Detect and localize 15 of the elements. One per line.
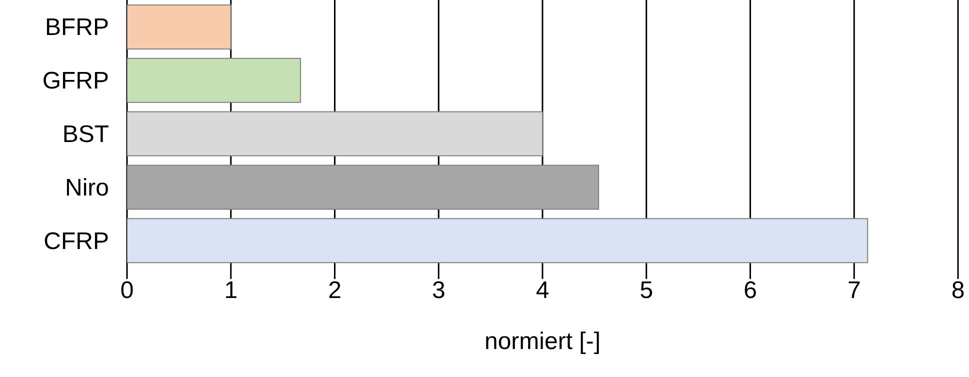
x-tick-label: 4 bbox=[536, 277, 550, 304]
x-axis-title: normiert [-] bbox=[484, 328, 601, 355]
x-tick-label: 8 bbox=[951, 277, 965, 304]
x-tick-label: 1 bbox=[224, 277, 238, 304]
x-tick-label: 5 bbox=[640, 277, 654, 304]
x-tick-label: 6 bbox=[744, 277, 757, 304]
y-tick-label: CFRP bbox=[44, 228, 109, 255]
y-tick-label: Niro bbox=[64, 174, 109, 202]
y-tick-label: GFRP bbox=[42, 68, 109, 95]
x-tick-label: 2 bbox=[328, 277, 342, 304]
x-tick-label: 0 bbox=[120, 277, 134, 304]
x-tick-label: 7 bbox=[847, 277, 861, 304]
y-tick-label: BFRP bbox=[44, 14, 109, 42]
y-tick-label: BST bbox=[62, 121, 110, 148]
x-tick-label: 3 bbox=[432, 277, 446, 304]
